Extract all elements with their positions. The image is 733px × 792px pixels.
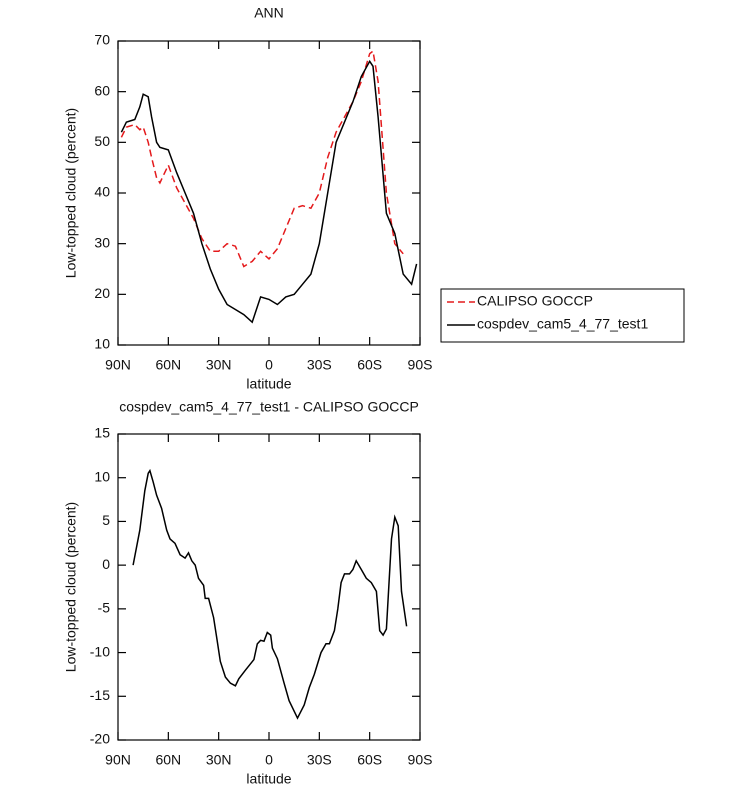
y-tick-label: 60 (94, 82, 110, 98)
legend-label: cospdev_cam5_4_77_test1 (477, 316, 648, 332)
y-axis-label: Low-topped cloud (percent) (63, 108, 79, 278)
x-tick-label: 0 (265, 357, 273, 373)
chart-title: ANN (254, 5, 284, 21)
data-line (120, 49, 404, 268)
x-tick-label: 90N (105, 357, 131, 373)
x-axis-label: latitude (246, 376, 291, 392)
y-tick-label: 20 (94, 285, 110, 301)
y-tick-label: 10 (94, 468, 110, 484)
y-tick-label: 10 (94, 336, 110, 352)
chart-title: cospdev_cam5_4_77_test1 - CALIPSO GOCCP (119, 399, 419, 415)
y-tick-label: 70 (94, 32, 110, 48)
x-tick-label: 0 (265, 752, 273, 768)
y-tick-label: -15 (90, 687, 110, 703)
y-axis-label: Low-topped cloud (percent) (63, 502, 79, 672)
x-tick-label: 60N (155, 357, 181, 373)
data-line (132, 468, 408, 720)
x-tick-label: 30N (206, 357, 232, 373)
y-tick-label: 5 (102, 512, 110, 528)
y-tick-label: 15 (94, 425, 110, 441)
y-tick-label: 40 (94, 184, 110, 200)
x-tick-label: 60N (155, 752, 181, 768)
legend-box (440, 288, 685, 343)
x-tick-label: 60S (357, 357, 382, 373)
legend-label: CALIPSO GOCCP (477, 293, 593, 309)
y-tick-label: -5 (98, 600, 111, 616)
x-tick-label: 60S (357, 752, 382, 768)
x-tick-label: 30S (307, 357, 332, 373)
data-line (120, 59, 418, 324)
x-axis-label: latitude (246, 771, 291, 787)
x-tick-label: 90S (408, 752, 433, 768)
y-tick-label: -10 (90, 643, 110, 659)
x-tick-label: 90N (105, 752, 131, 768)
y-tick-label: 50 (94, 133, 110, 149)
x-tick-label: 90S (408, 357, 433, 373)
y-tick-label: 30 (94, 234, 110, 250)
y-tick-label: 0 (102, 556, 110, 572)
x-tick-label: 30N (206, 752, 232, 768)
y-tick-label: -20 (90, 731, 110, 747)
x-tick-label: 30S (307, 752, 332, 768)
